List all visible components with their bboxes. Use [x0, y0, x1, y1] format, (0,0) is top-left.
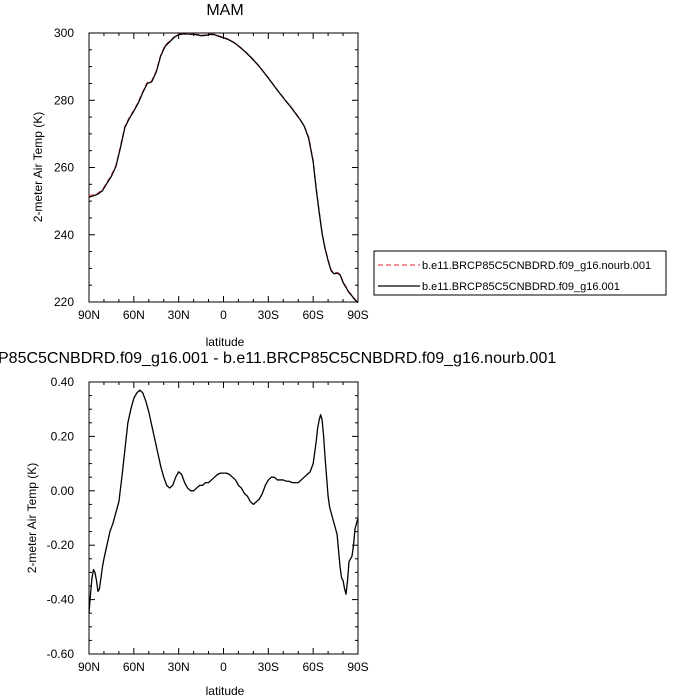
top-chart-x-tick-label: 30N [168, 308, 190, 322]
bottom-chart-title: P85C5CNBDRD.f09_g16.001 - b.e11.BRCP85C5… [0, 350, 556, 367]
bottom-chart: P85C5CNBDRD.f09_g16.001 - b.e11.BRCP85C5… [0, 350, 556, 698]
bottom-chart-y-tick-label: 0.20 [51, 429, 75, 443]
top-chart-x-tick-label: 30S [258, 308, 279, 322]
bottom-chart-x-axis-label: latitude [206, 684, 245, 698]
top-chart-y-tick-label: 280 [54, 93, 74, 107]
bottom-chart-axes: 90N 60N 30N 0 30S 60S 90S -0.60 -0.40 -0.20 0.00 0.… [47, 375, 369, 674]
top-chart-x-tick-label: 90N [78, 308, 100, 322]
legend-label-urb: b.e11.BRCP85C5CNBDRD.f09_g16.001 [422, 281, 620, 293]
top-chart-y-axis-label: 2-meter Air Temp (K) [31, 112, 45, 222]
top-chart-series-line-1 [88, 33, 359, 304]
bottom-chart-y-tick-label: 0.40 [51, 375, 75, 389]
legend-box [373, 250, 667, 296]
top-chart-y-tick-label: 240 [54, 228, 74, 242]
bottom-chart-x-tick-label: 60N [123, 660, 145, 674]
top-chart-title: MAM [206, 2, 243, 19]
bottom-chart-x-tick-label: 0 [220, 660, 227, 674]
bottom-chart-y-tick-label: -0.40 [47, 593, 75, 607]
top-chart-x-tick-label: 60S [302, 308, 323, 322]
bottom-chart-x-tick-label: 90S [347, 660, 368, 674]
bottom-chart-series [88, 389, 359, 614]
top-chart-y-tick-label: 300 [54, 26, 74, 40]
top-chart-y-tick-label: 220 [54, 295, 74, 309]
bottom-chart-y-tick-label: -0.60 [47, 647, 75, 661]
top-chart-x-axis-label: latitude [206, 335, 245, 349]
top-chart: MAM 90N 60N 30N 0 30S 60S 90S 220 240 260 280 300 l… [31, 2, 369, 349]
bottom-chart-x-tick-label: 30N [168, 660, 190, 674]
top-chart-plot-frame [88, 32, 359, 303]
bottom-chart-x-tick-label: 30S [258, 660, 279, 674]
bottom-chart-y-tick-label: -0.20 [47, 538, 75, 552]
bottom-chart-series-line-0 [88, 389, 359, 614]
legend: b.e11.BRCP85C5CNBDRD.f09_g16.nourb.001 b… [373, 250, 667, 296]
top-chart-axes: 90N 60N 30N 0 30S 60S 90S 220 240 260 280 300 [54, 26, 369, 322]
top-chart-x-tick-label: 0 [220, 308, 227, 322]
top-chart-series-line-0 [88, 33, 359, 303]
top-chart-series [88, 33, 359, 304]
top-chart-x-tick-label: 60N [123, 308, 145, 322]
bottom-chart-x-tick-label: 60S [302, 660, 323, 674]
bottom-chart-plot-frame [88, 381, 359, 655]
bottom-chart-y-axis-label: 2-meter Air Temp (K) [25, 463, 39, 573]
bottom-chart-x-tick-label: 90N [78, 660, 100, 674]
legend-label-nourb: b.e11.BRCP85C5CNBDRD.f09_g16.nourb.001 [422, 260, 651, 272]
bottom-chart-y-tick-label: 0.00 [51, 484, 75, 498]
top-chart-y-tick-label: 260 [54, 161, 74, 175]
top-chart-x-tick-label: 90S [347, 308, 368, 322]
